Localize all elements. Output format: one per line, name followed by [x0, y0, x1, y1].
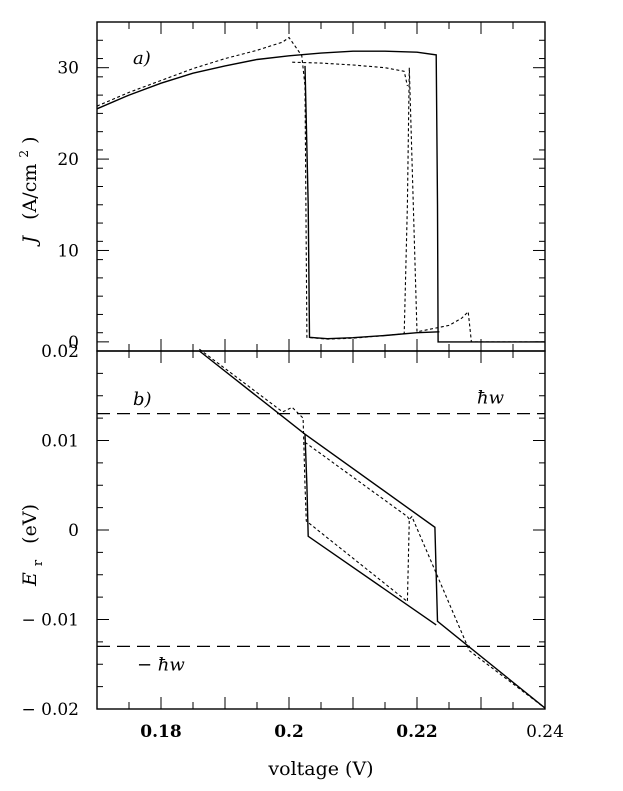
series-solid [304, 434, 437, 626]
x-tick-label: 0.2 [274, 722, 304, 742]
panel-a-y-axis-units: (A/cm [19, 164, 41, 220]
panel-b-y-ticks: − 0.02 − 0.01 0 0.01 0.02 [22, 342, 545, 720]
series-solid [304, 65, 440, 340]
panel-a-y-axis-exp: 2 [17, 150, 31, 158]
panel-a-series [96, 36, 545, 343]
reference-line-label: − ħw [137, 654, 185, 675]
y-tick-label: 0 [68, 521, 79, 541]
panel-b-x-ticks: 0.18 0.2 0.22 0.24 [96, 351, 564, 742]
y-tick-label: 10 [57, 241, 79, 261]
series-dashed [292, 61, 408, 87]
x-tick-label: 0.24 [526, 722, 564, 742]
panel-b-y-axis-var: E [19, 572, 41, 587]
y-tick-label: 30 [57, 59, 79, 79]
y-tick-label: 0.02 [41, 342, 79, 362]
panel-b-y-axis-units: (eV) [19, 504, 41, 544]
panel-a-y-axis-label: J (A/cm 2 ) [11, 136, 41, 247]
y-tick-label: 0.01 [41, 432, 79, 452]
panel-a-frame [96, 21, 546, 352]
panel-a-label: a) [133, 48, 151, 69]
panel-a: 0 10 20 30 a) J (A/cm 2 ) [11, 21, 546, 353]
panel-b-reference-lines: ħw − ħw [97, 388, 545, 675]
x-axis-label: voltage (V) [267, 758, 373, 780]
panel-a-y-axis-close: ) [19, 136, 41, 143]
y-tick-label: − 0.01 [22, 611, 80, 631]
panel-a-y-ticks: 0 10 20 30 [57, 21, 545, 353]
panel-b-series [198, 348, 546, 709]
panel-b-label: b) [133, 389, 152, 410]
panel-b-y-axis-label: E r (eV) [19, 504, 47, 587]
series-solid [96, 50, 545, 343]
y-tick-label: 0 [68, 333, 79, 353]
panel-b-y-axis-sub: r [31, 559, 46, 566]
y-tick-label: − 0.02 [22, 700, 80, 720]
series-dashed [96, 36, 545, 343]
series-solid [198, 350, 546, 709]
reference-line-label: ħw [477, 388, 505, 409]
panel-a-x-ticks [96, 22, 546, 351]
x-tick-label: 0.18 [140, 722, 181, 742]
x-tick-label: 0.22 [396, 722, 437, 742]
panel-a-y-axis-var: J [19, 235, 41, 248]
y-tick-label: 20 [57, 150, 79, 170]
series-dashed [304, 441, 410, 520]
series-dashed [199, 348, 546, 709]
panel-b: 0.18 0.2 0.22 0.24 − 0.02 − 0.01 0 0.01 0.02 ħw… [19, 342, 564, 780]
